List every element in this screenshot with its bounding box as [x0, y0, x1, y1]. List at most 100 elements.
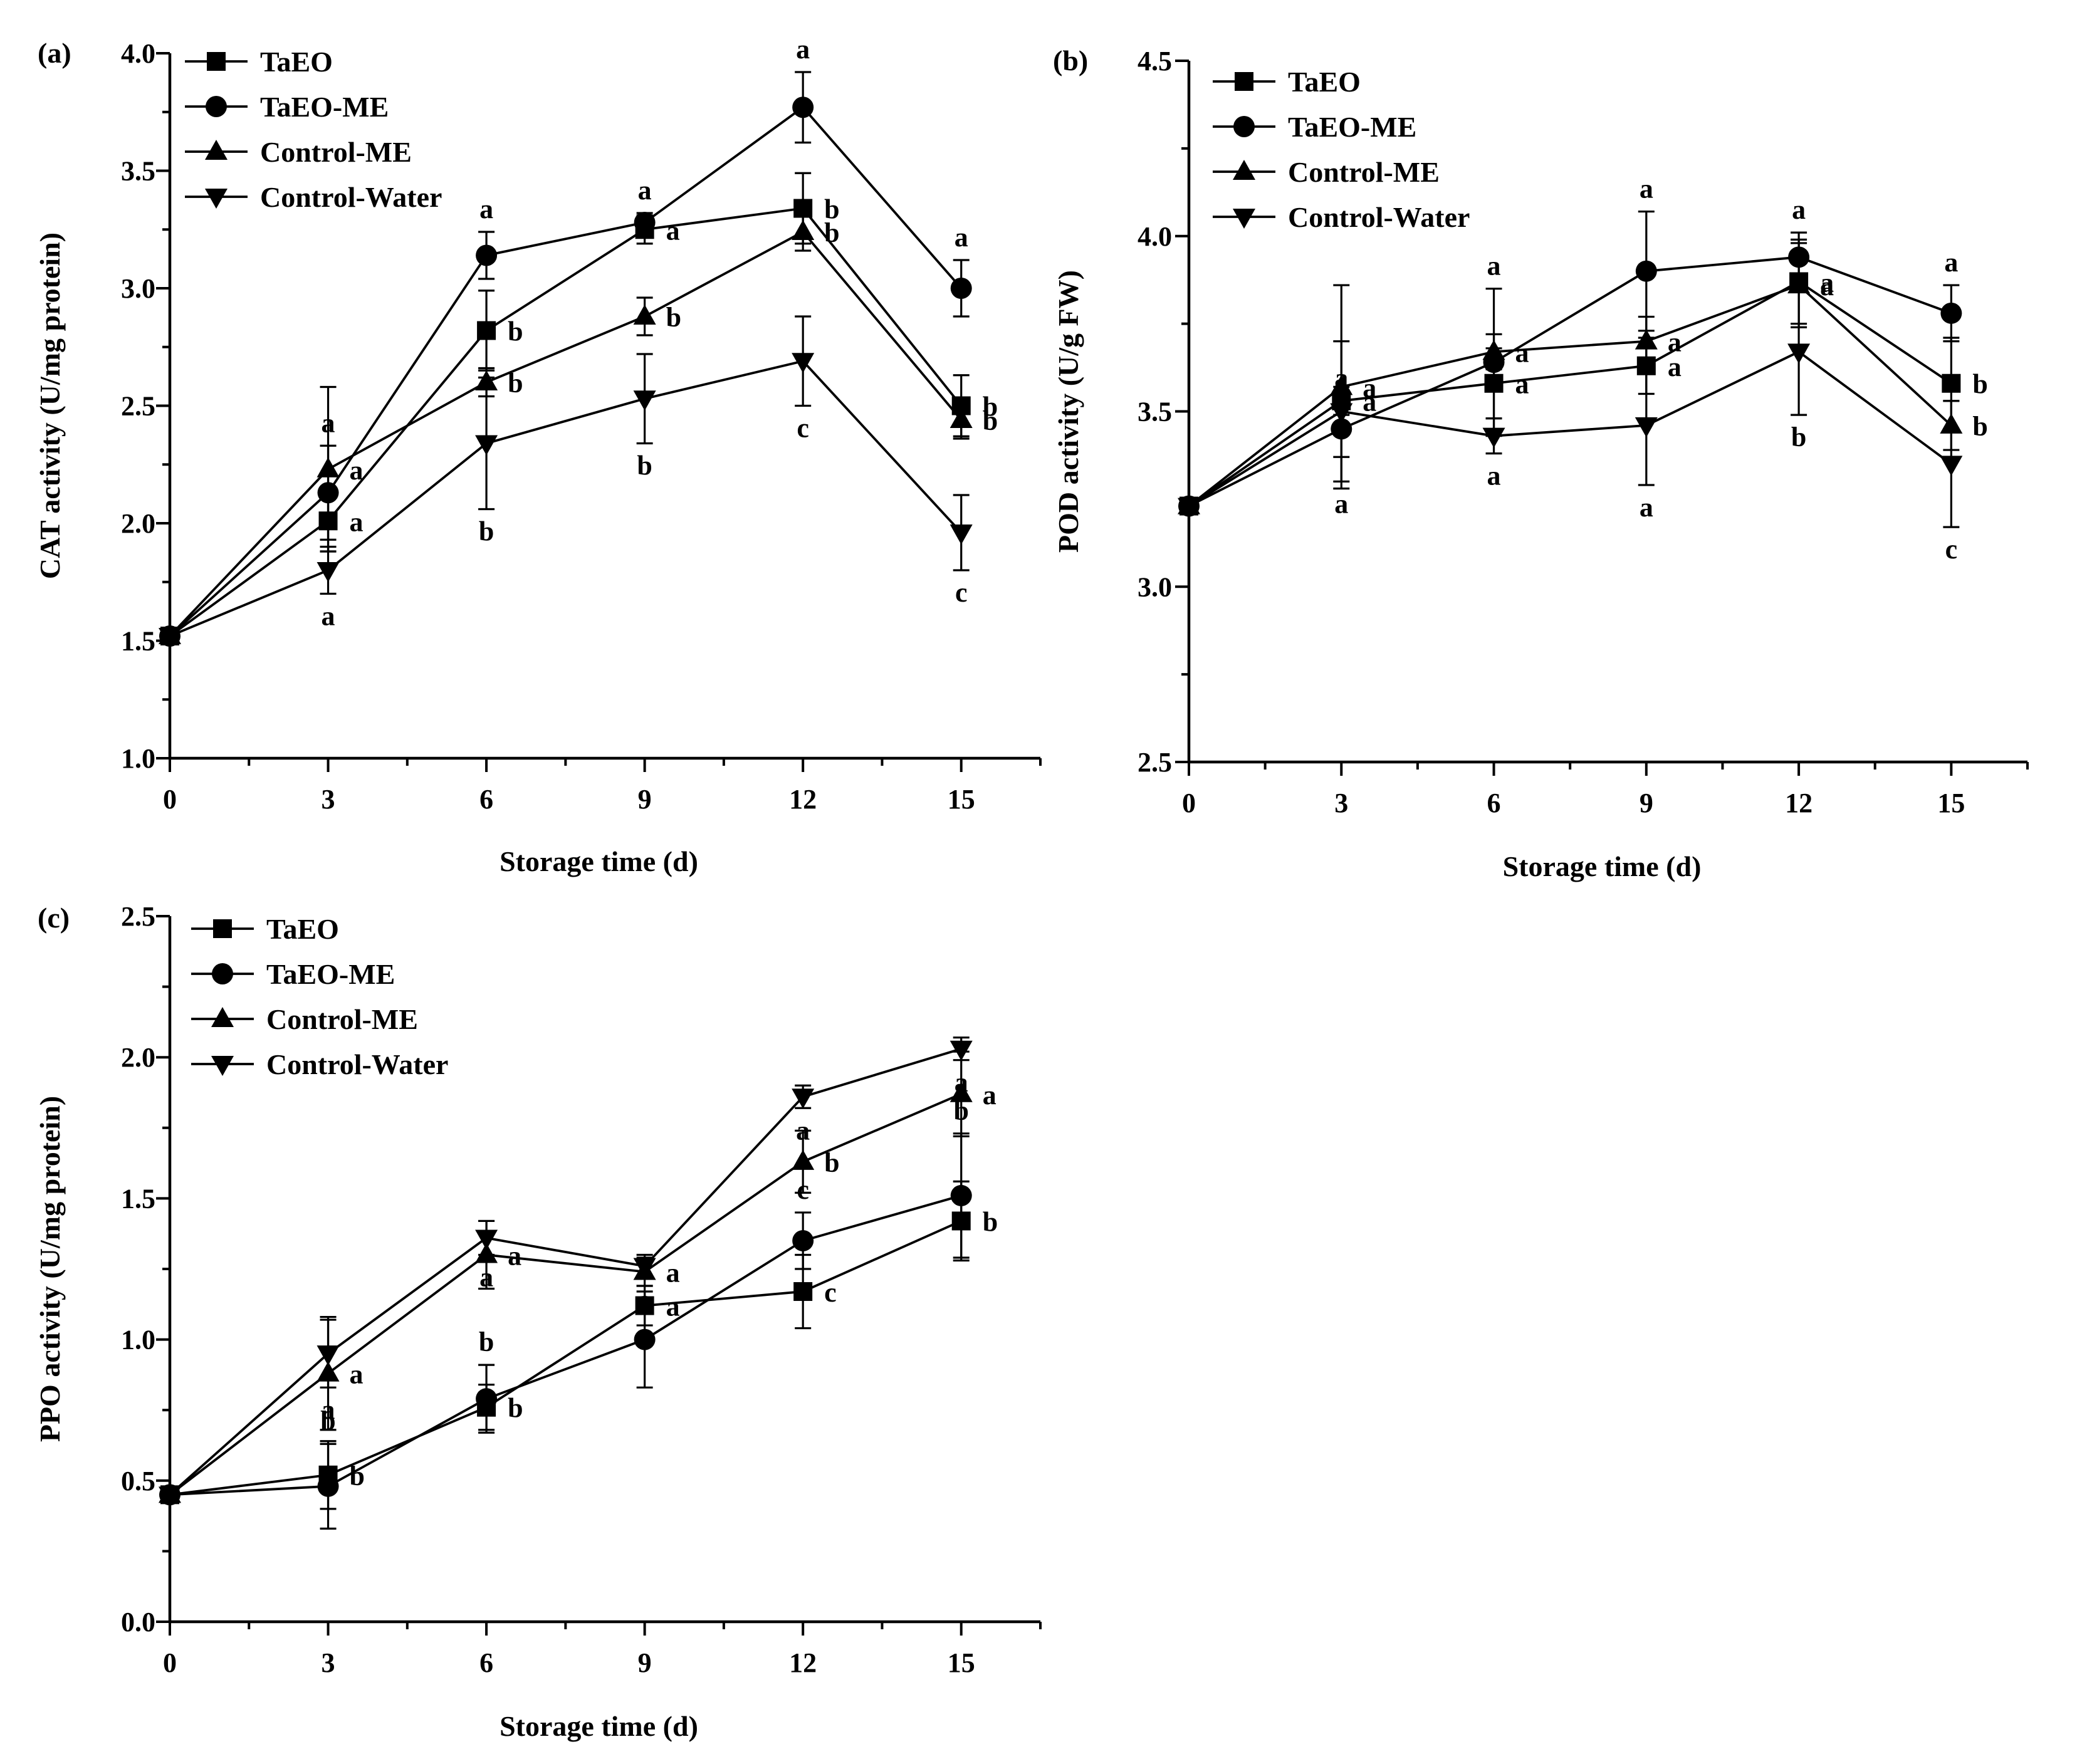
- data-point: [634, 212, 656, 233]
- significance-letter: b: [350, 1461, 365, 1491]
- data-point: [793, 1282, 813, 1302]
- x-tick-label: 15: [948, 784, 975, 815]
- significance-letter: b: [824, 194, 839, 225]
- x-axis-title: Storage time (d): [500, 1710, 698, 1742]
- y-axis-title: CAT activity (U/mg protein): [34, 232, 66, 579]
- series-line: [169, 207, 963, 637]
- significance-letter: a: [479, 194, 493, 224]
- series-line: [1188, 280, 1952, 508]
- data-point: [634, 1328, 656, 1350]
- significance-letter: a: [508, 1240, 521, 1271]
- legend-label: TaEO: [260, 46, 333, 78]
- significance-letter: a: [638, 175, 652, 206]
- significance-letter: a: [1515, 337, 1529, 368]
- significance-letter: a: [796, 34, 810, 65]
- significance-letter: b: [983, 405, 998, 436]
- significance-letter: a: [1944, 247, 1958, 278]
- y-axis-title: PPO activity (U/mg protein): [34, 1096, 66, 1442]
- significance-letter: a: [1640, 492, 1653, 523]
- data-point: [633, 305, 656, 325]
- series-line: [1188, 283, 1952, 508]
- y-tick-label: 3.5: [121, 156, 155, 187]
- data-point: [949, 408, 973, 428]
- y-tick-label: 4.0: [1138, 221, 1172, 252]
- data-point: [475, 1229, 498, 1250]
- data-point: [1635, 417, 1658, 437]
- y-tick-label: 1.5: [121, 626, 155, 657]
- significance-letter: a: [1668, 327, 1682, 358]
- significance-letter: b: [1972, 411, 1987, 442]
- x-tick-label: 12: [789, 784, 817, 815]
- significance-letter: b: [666, 302, 681, 333]
- significance-letter: b: [1972, 369, 1987, 400]
- x-tick-label: 9: [1640, 788, 1653, 818]
- panel-b: (b) 2.5 3.0 3.5 4.0 4.5 0 3 6 9 12 15 Storage time (…: [1052, 44, 2029, 882]
- significance-letter: b: [983, 1206, 998, 1237]
- significance-letter: b: [508, 1393, 523, 1424]
- legend-marker: [1233, 160, 1255, 180]
- significance-letter: b: [983, 392, 998, 422]
- data-point: [792, 97, 814, 118]
- data-point: [477, 321, 496, 340]
- significance-letter: a: [1487, 251, 1501, 281]
- series-line: [1188, 350, 1952, 508]
- y-tick-label: 1.0: [121, 1325, 155, 1355]
- x-tick-label: 15: [1937, 788, 1965, 818]
- data-point: [1635, 260, 1657, 282]
- significance-letter: a: [983, 1080, 997, 1110]
- significance-letter: a: [638, 1285, 652, 1315]
- series-line: [169, 1194, 962, 1496]
- legend-label: TaEO-ME: [260, 91, 389, 123]
- y-tick-label: 4.0: [121, 38, 155, 69]
- y-tick-label: 2.5: [121, 391, 155, 422]
- legend-marker: [205, 140, 228, 160]
- significance-letter: b: [1791, 422, 1806, 452]
- significance-letter: a: [955, 1067, 968, 1098]
- x-tick-label: 3: [322, 784, 335, 815]
- data-point: [792, 1229, 814, 1251]
- data-point: [159, 628, 181, 648]
- series-control-water: a a a a a: [159, 1036, 973, 1507]
- significance-letter: b: [479, 516, 494, 547]
- y-tick-label: 4.5: [1138, 46, 1172, 76]
- x-tick-label: 12: [789, 1647, 817, 1678]
- significance-letter: a: [1487, 461, 1501, 491]
- data-point: [475, 435, 498, 456]
- y-tick-label: 2.5: [121, 901, 155, 932]
- x-tick-label: 3: [322, 1647, 335, 1678]
- panel-label: (c): [38, 902, 70, 934]
- x-tick-label: 12: [1785, 788, 1813, 818]
- series-taeo: b b a c b: [160, 1180, 998, 1510]
- series-line: [169, 1047, 962, 1496]
- significance-letter: a: [1640, 174, 1653, 204]
- data-point: [317, 1475, 339, 1497]
- legend-label: TaEO-ME: [266, 958, 395, 990]
- data-point: [1787, 343, 1811, 364]
- series-line: [1188, 256, 1952, 508]
- significance-letter: a: [1820, 271, 1834, 301]
- legend-label: Control-Water: [266, 1048, 448, 1080]
- series-line: [169, 105, 963, 637]
- series-line: [169, 1093, 962, 1496]
- data-point: [316, 562, 340, 582]
- significance-letter: a: [796, 1115, 810, 1146]
- y-tick-label: 0.5: [121, 1466, 155, 1496]
- legend-marker: [1233, 209, 1255, 229]
- significance-letter: a: [322, 1394, 335, 1425]
- panel-label: (b): [1053, 44, 1088, 76]
- y-tick-label: 3.0: [1138, 571, 1172, 602]
- data-point: [950, 1184, 972, 1206]
- legend-label: TaEO-ME: [1288, 111, 1416, 143]
- significance-letter: c: [955, 577, 968, 608]
- significance-letter: c: [824, 1277, 837, 1308]
- significance-letter: a: [955, 222, 968, 253]
- data-point: [1635, 329, 1658, 350]
- y-tick-label: 2.5: [1138, 747, 1172, 778]
- significance-letter: b: [479, 1327, 494, 1357]
- series-line: [169, 360, 963, 637]
- data-point: [316, 457, 340, 478]
- legend-label: TaEO: [266, 913, 339, 945]
